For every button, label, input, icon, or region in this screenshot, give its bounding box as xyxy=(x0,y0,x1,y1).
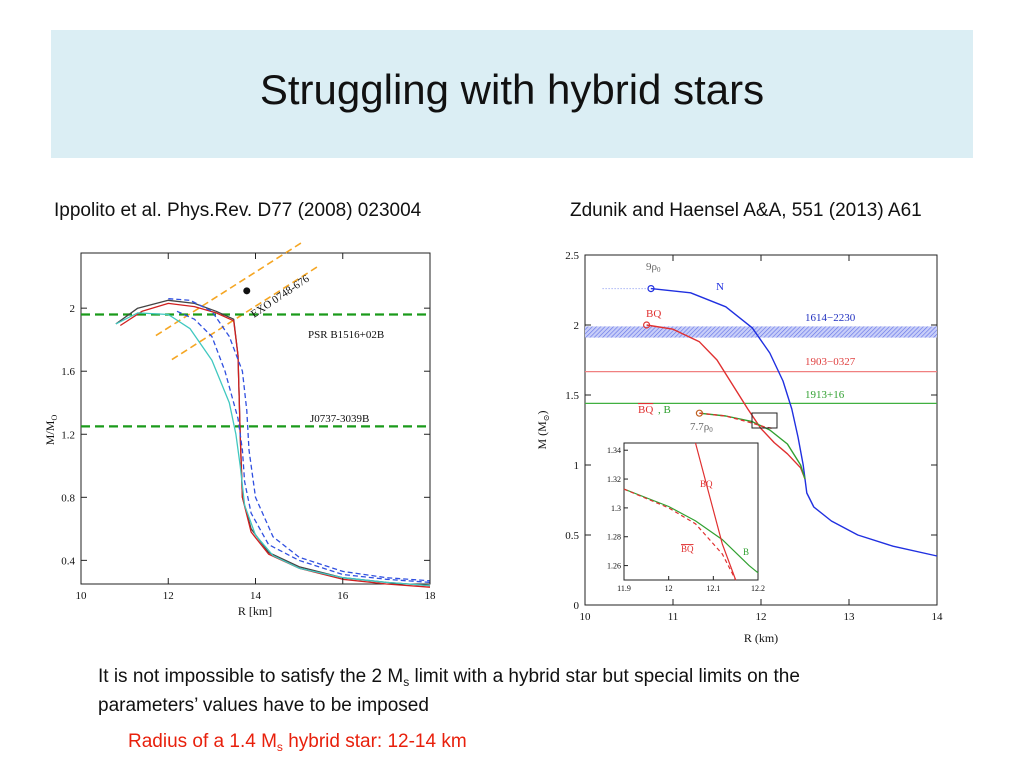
x-tick-label: 18 xyxy=(425,590,437,602)
y-tick-label: 1 xyxy=(574,460,580,472)
curve-label-b: , B xyxy=(658,404,671,416)
annotation-psr: PSR B1516+02B xyxy=(308,329,384,341)
inset-background xyxy=(623,442,759,581)
curve-label-n: N xyxy=(716,281,724,293)
y-tick-label: 0 xyxy=(574,600,580,612)
inset-y-tick-label: 1.26 xyxy=(607,562,621,571)
mass-radius-curve xyxy=(115,299,431,587)
zoom-box xyxy=(751,412,778,429)
body-text: It is not impossible to satisfy the 2 Ms… xyxy=(98,666,800,716)
exo-band-edge xyxy=(155,240,305,337)
inset-x-tick-label: 12.1 xyxy=(706,584,720,593)
inset-label-bq: BQ xyxy=(700,479,713,489)
max-mass-marker xyxy=(642,321,651,329)
max-mass-marker xyxy=(647,284,655,293)
y-tick-label: 1.2 xyxy=(61,429,75,441)
inset-curve-bqbar xyxy=(623,488,737,581)
curve-label-bq-bar: BQ xyxy=(638,404,653,416)
mass-radius-curve-n xyxy=(650,287,938,557)
y-tick-label: 0.4 xyxy=(61,555,75,567)
slide-title: Struggling with hybrid stars xyxy=(259,66,765,113)
mass-radius-curve-bq xyxy=(646,324,806,480)
max-mass-marker xyxy=(695,409,703,417)
mass-radius-curve xyxy=(168,298,431,582)
x-axis-label: R [km] xyxy=(238,604,272,618)
pulsar-mass-band xyxy=(585,326,937,338)
inset-x-tick-label: 12.2 xyxy=(751,584,765,593)
band-label-1903: 1903−0327 xyxy=(805,356,856,368)
y-axis-label: M/MO xyxy=(43,415,59,446)
inset-x-tick-label: 11.9 xyxy=(617,584,631,593)
x-tick-label: 16 xyxy=(337,590,349,602)
y-tick-label: 1.5 xyxy=(565,390,579,402)
inset-label-b: B xyxy=(743,547,749,557)
curve-label-bq: BQ xyxy=(646,308,661,320)
mass-radius-curve-b xyxy=(699,412,806,480)
annotation-j0737: J0737-3039B xyxy=(310,413,369,425)
mass-radius-chart-ippolito: 10 12 14 16 18 0.4 0.8 1.2 1.6 2 PSR B1516+02B J0… xyxy=(43,240,437,618)
x-tick-label: 12 xyxy=(163,590,174,602)
y-axis-label: M (M⊙) xyxy=(535,410,551,449)
annotation-exo: EXO 0748-676 xyxy=(249,273,312,321)
title-bar xyxy=(51,30,973,158)
y-tick-label: 2.5 xyxy=(565,250,579,262)
right-figure-caption: Zdunik and Haensel A&A, 551 (2013) A61 xyxy=(570,200,922,221)
x-tick-label: 10 xyxy=(580,611,592,623)
x-tick-label: 13 xyxy=(844,611,856,623)
mass-radius-curve xyxy=(119,302,431,588)
x-tick-label: 12 xyxy=(756,611,767,623)
band-label-1913: 1913+16 xyxy=(805,389,845,401)
band-label-1614: 1614−2230 xyxy=(805,312,856,324)
y-tick-label: 0.5 xyxy=(565,530,579,542)
y-tick-label: 1.6 xyxy=(61,366,75,378)
radius-conclusion-text: Radius of a 1.4 Ms hybrid star: 12-14 km xyxy=(128,731,467,754)
inset-label-bq-bar: BQ xyxy=(681,544,694,554)
x-tick-label: 10 xyxy=(76,590,88,602)
x-tick-label: 14 xyxy=(932,611,944,623)
x-tick-label: 14 xyxy=(250,590,262,602)
density-label-9rho: 9ρ0 xyxy=(646,261,661,274)
inset-x-tick-label: 12 xyxy=(665,584,673,593)
inset-y-tick-label: 1.32 xyxy=(607,475,621,484)
inset-y-tick-label: 1.34 xyxy=(607,446,621,455)
x-axis-label: R (km) xyxy=(744,631,778,645)
inset-y-tick-label: 1.28 xyxy=(607,533,621,542)
inset-curve-bq xyxy=(694,442,737,581)
density-label-7-7rho: 7.7ρ0 xyxy=(690,421,713,434)
y-tick-label: 2 xyxy=(574,320,580,332)
inset-curve-b xyxy=(623,488,759,574)
mass-radius-curve xyxy=(115,312,431,587)
inset-y-tick-label: 1.3 xyxy=(611,504,621,513)
y-tick-label: 0.8 xyxy=(61,492,75,504)
x-tick-label: 11 xyxy=(668,611,679,623)
mass-radius-chart-zdunik: 10 11 12 13 14 0 0.5 1 1.5 2 2.5 1614−2230 1903−03… xyxy=(535,250,944,645)
y-tick-label: 2 xyxy=(70,303,76,315)
left-figure-caption: Ippolito et al. Phys.Rev. D77 (2008) 023… xyxy=(54,200,422,221)
exo-data-point xyxy=(243,287,251,295)
exo-band-edge xyxy=(171,264,321,361)
mass-radius-curve xyxy=(176,310,431,584)
